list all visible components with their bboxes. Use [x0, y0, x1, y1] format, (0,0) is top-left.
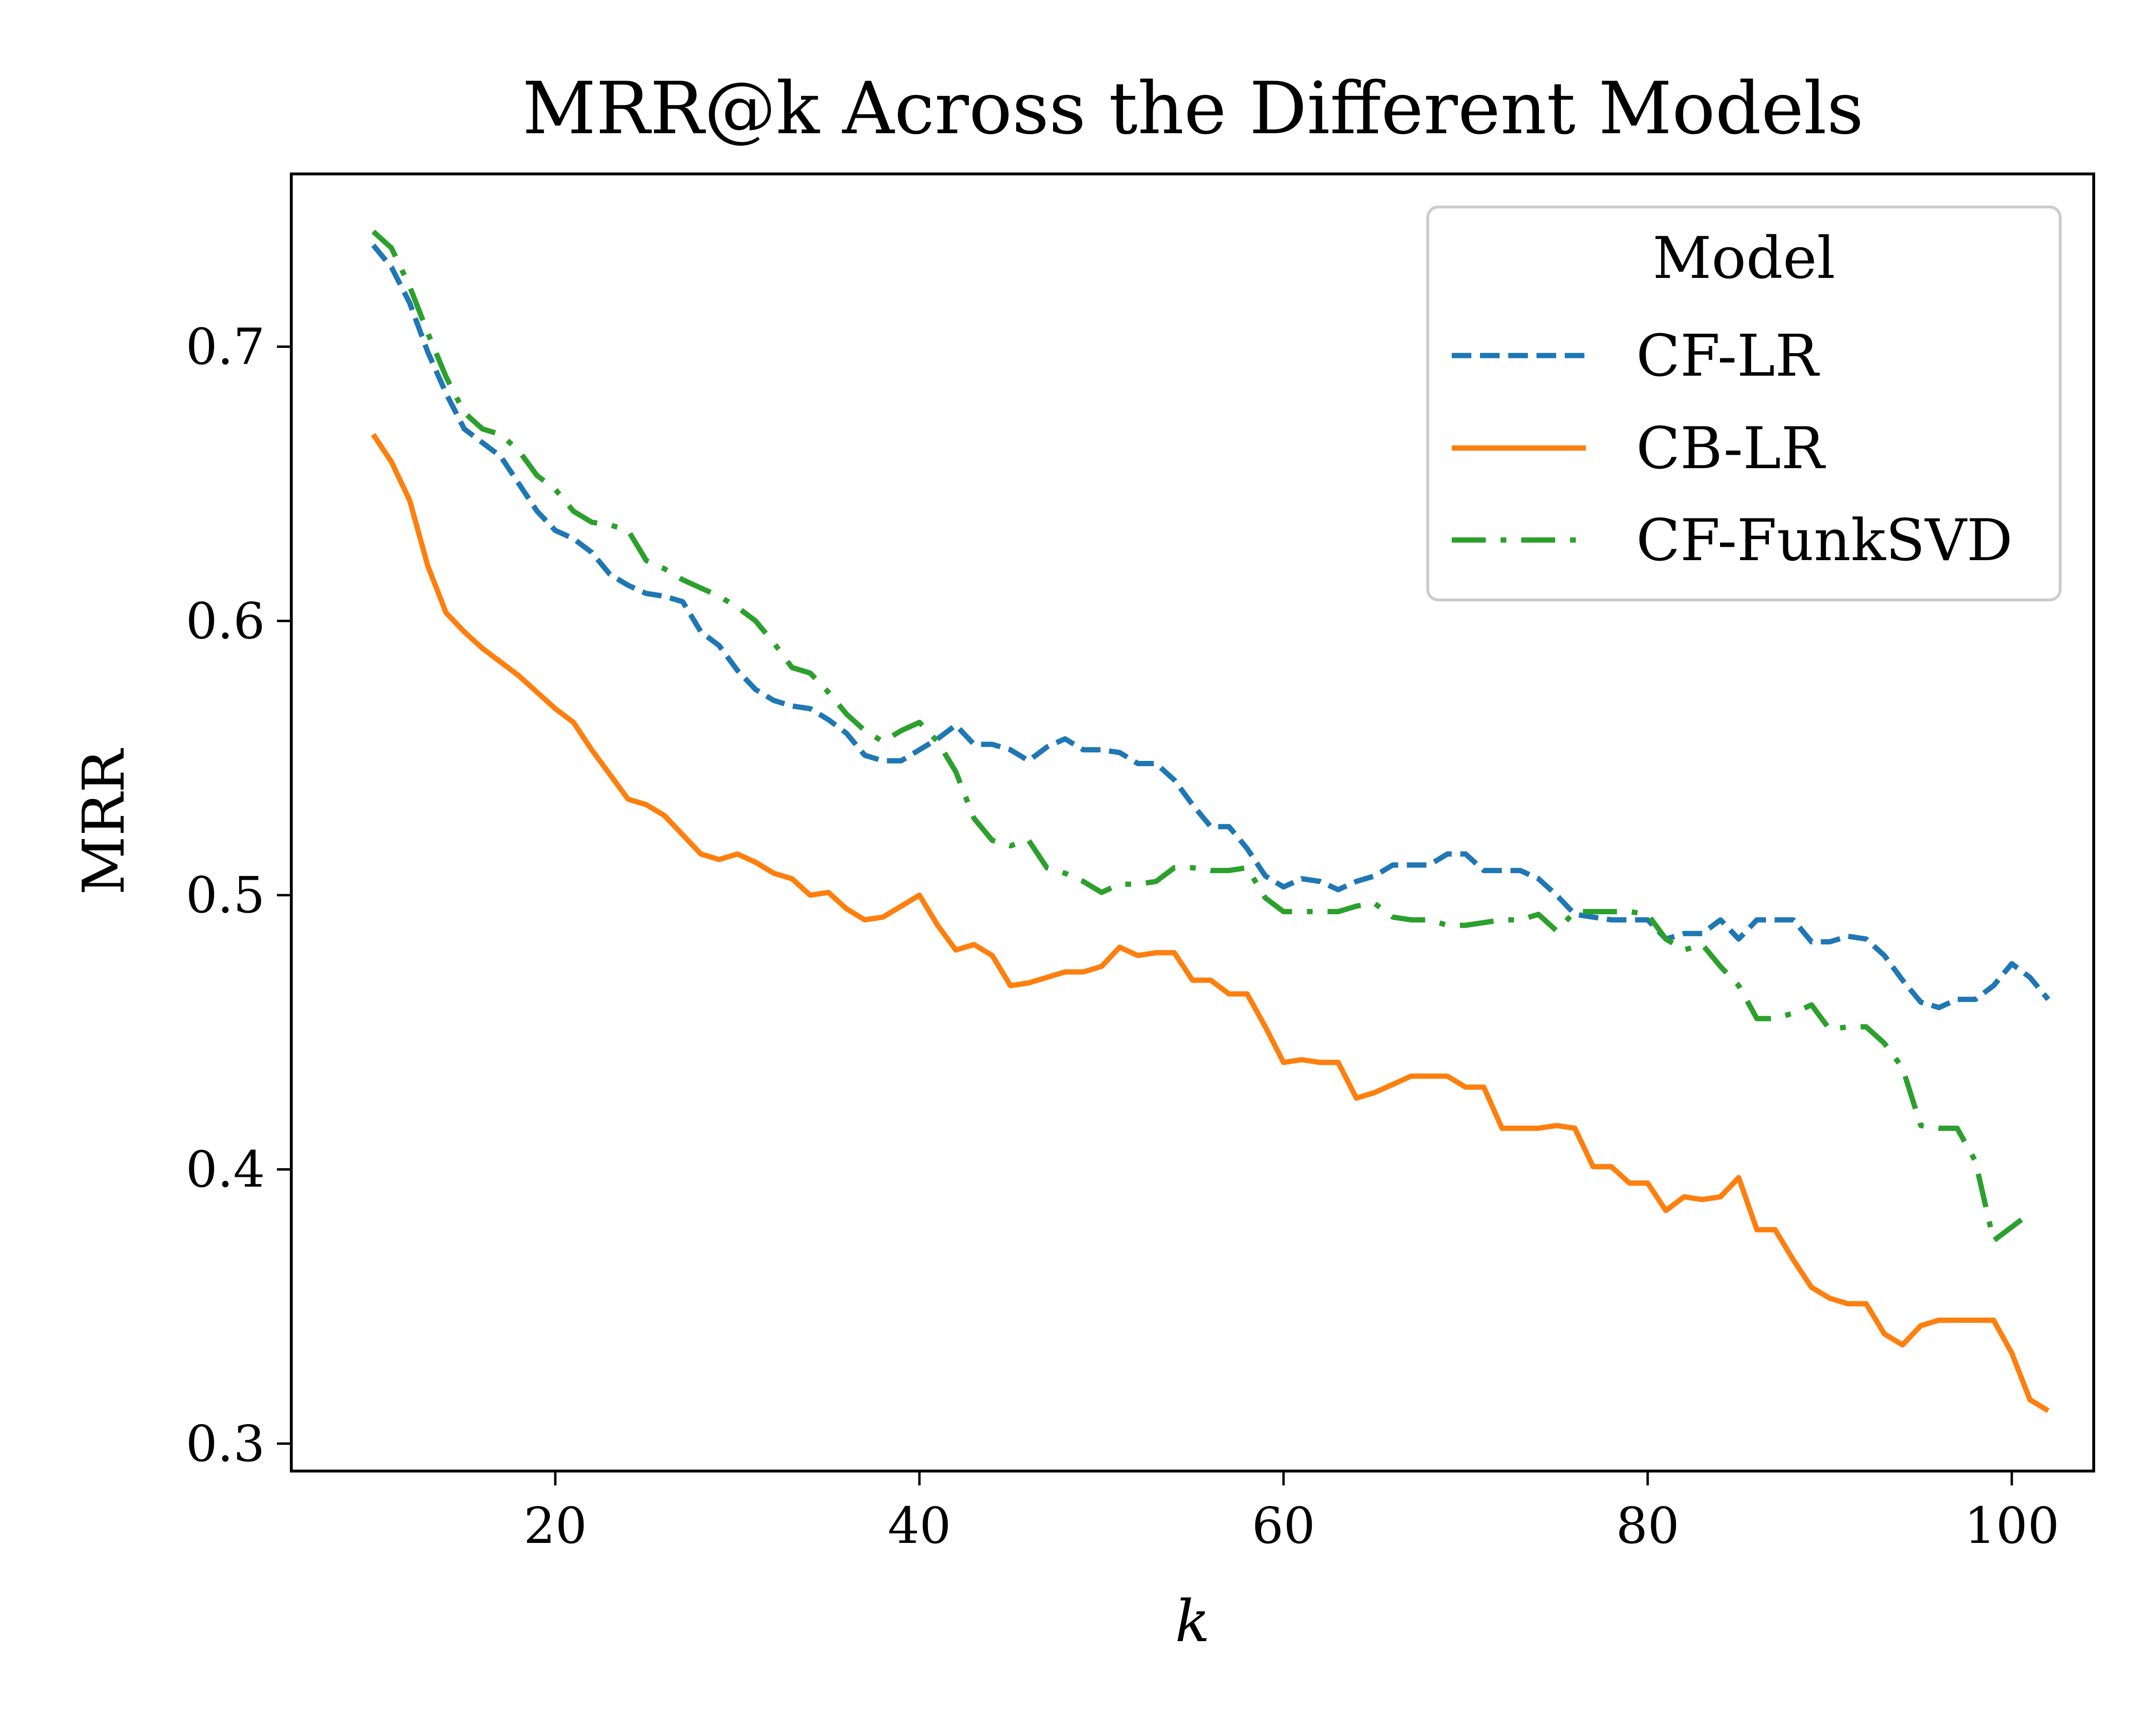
series-line-cb-lr — [371, 433, 2050, 1413]
series-line-cf-funksvd — [371, 230, 2032, 1243]
y-tick-label: 0.6 — [186, 592, 265, 650]
y-tick-label: 0.5 — [186, 866, 265, 924]
legend-title: Model — [1652, 225, 1835, 292]
legend-label-cf-lr: CF-LR — [1636, 323, 1820, 390]
plot-area-frame — [290, 172, 2095, 1472]
legend: Model CF-LR CB-LR CF-FunkSVD — [1426, 206, 2062, 601]
plot-series — [371, 230, 2051, 1413]
series-line-cf-lr — [371, 243, 2051, 1011]
x-axis-ticks: 20 40 60 80 100 — [524, 1471, 2059, 1555]
x-tick-label: 100 — [1964, 1496, 2060, 1555]
x-axis-label: k — [1175, 1588, 1210, 1655]
legend-label-cf-funksvd: CF-FunkSVD — [1636, 507, 2013, 574]
legend-label-cb-lr: CB-LR — [1636, 415, 1826, 482]
x-tick-label: 20 — [524, 1496, 587, 1555]
y-axis-label: MRR — [71, 748, 138, 895]
x-tick-label: 60 — [1252, 1496, 1315, 1555]
y-axis-ticks: 0.3 0.4 0.5 0.6 0.7 — [186, 318, 291, 1473]
y-tick-label: 0.3 — [186, 1414, 265, 1473]
x-tick-label: 80 — [1616, 1496, 1679, 1555]
legend-box — [1426, 206, 2062, 601]
y-tick-label: 0.7 — [186, 318, 265, 376]
y-tick-label: 0.4 — [186, 1140, 265, 1198]
chart-title: MRR@k Across the Different Models — [522, 67, 1864, 150]
x-tick-label: 40 — [888, 1496, 951, 1555]
